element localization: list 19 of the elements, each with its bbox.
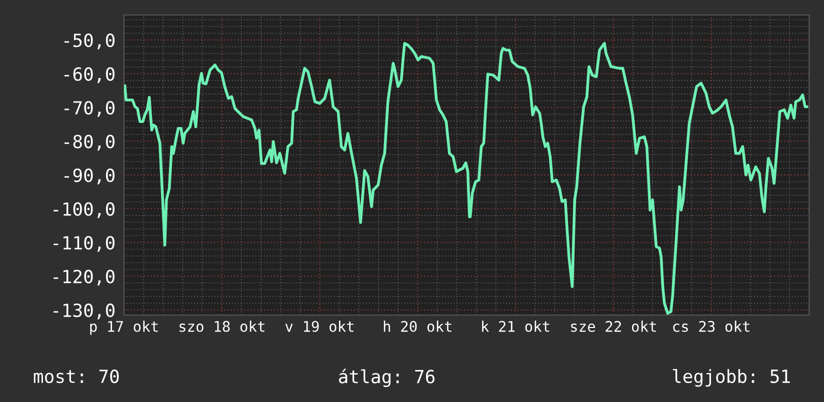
y-tick-label: -120,0 [54,270,115,286]
y-tick-label: -110,0 [54,236,115,252]
text: most: 70 [34,370,119,384]
y-tick-label: -60,0 [64,67,115,84]
text: legjobb: 51 [672,369,790,387]
text: átlag: 76 [339,368,434,388]
x-tick-label: cs 23 okt [673,320,750,332]
x-tick-label: k 21 okt [482,320,550,332]
y-tick-label: -90,0 [64,168,115,184]
y-tick-label: -130,0 [54,303,115,320]
x-tick-label: p 17 okt [90,320,158,335]
x-tick-label: szo 18 okt [180,320,264,332]
x-tick-label: v 19 okt [285,320,354,332]
y-tick-label: -80,0 [64,134,115,151]
y-tick-label: -100,0 [54,202,115,218]
y-tick-label: -50,0 [64,33,115,50]
y-tick-label: -70,0 [64,100,115,117]
x-tick-label: sze 22 okt [571,320,656,332]
x-tick-label: h 20 okt [384,320,452,332]
